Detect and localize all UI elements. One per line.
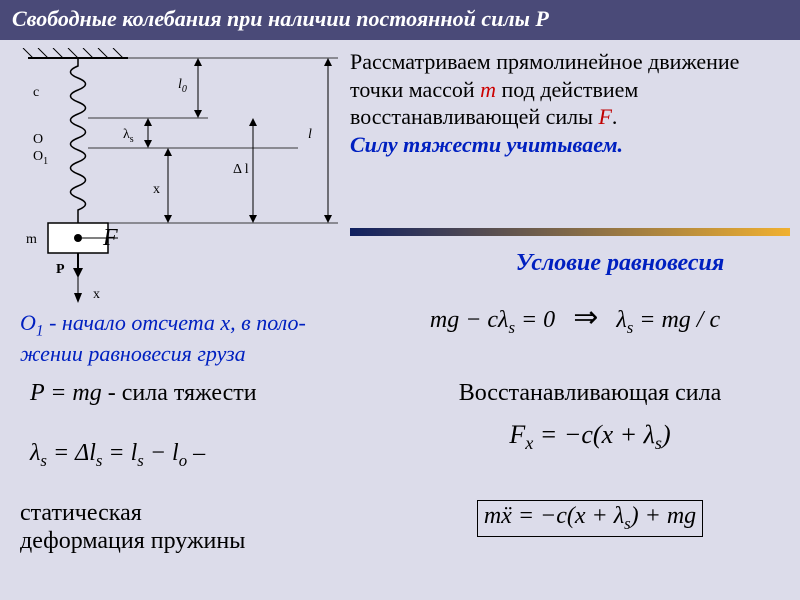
label-l: l — [308, 127, 312, 142]
label-O: O — [33, 132, 43, 147]
body-paragraph: Рассматриваем прямолинейное движение точ… — [350, 48, 790, 158]
static-deformation-label: статическая деформация пружины — [20, 500, 320, 555]
label-dl: Δ l — [233, 162, 249, 177]
gravity-eq: P = mg — [30, 380, 102, 406]
equilibrium-equation: mg − cλs = 0 ⇒ λs = mg / c — [360, 300, 790, 338]
gravity-line: P = mg - сила тяжести — [30, 380, 350, 407]
divider-bar — [350, 228, 790, 236]
label-F: F — [102, 225, 118, 251]
slide-title: Свободные колебания при наличии постоянн… — [12, 6, 549, 31]
label-x-axis: x — [93, 287, 100, 302]
lambda-equation: λs = Δls = ls − lo – — [30, 440, 205, 471]
equilibrium-title: Условие равновесия — [450, 250, 790, 277]
implies-arrow: ⇒ — [573, 301, 598, 334]
consider-line: Силу тяжести учитываем. — [350, 132, 623, 157]
gravity-label: - сила тяжести — [108, 380, 257, 406]
origin-note: O1 - начало отсчета x, в поло- жении рав… — [20, 310, 350, 367]
restoring-equation: Fx = −c(x + λs) — [400, 420, 780, 454]
origin-note-text: - начало отсчета x, в поло- жении равнов… — [20, 310, 306, 366]
slide-header: Свободные колебания при наличии постоянн… — [0, 0, 800, 40]
motion-equation: mẍ = −c(x + λs) + mg — [400, 500, 780, 537]
force-symbol: F — [598, 104, 611, 129]
label-c: c — [33, 85, 39, 100]
restoring-title: Восстанавливающая сила — [400, 380, 780, 407]
mass-symbol: m — [480, 77, 496, 102]
spring-diagram: c l0 l λs Δ l x O O1 m F P x — [8, 48, 348, 298]
body-line1c: . — [612, 104, 618, 129]
label-l0: l0 — [178, 77, 187, 95]
label-lambda: λs — [123, 127, 134, 145]
label-m: m — [26, 232, 37, 247]
label-O1: O1 — [33, 149, 48, 167]
label-x: x — [153, 182, 160, 197]
label-P: P — [56, 262, 65, 277]
